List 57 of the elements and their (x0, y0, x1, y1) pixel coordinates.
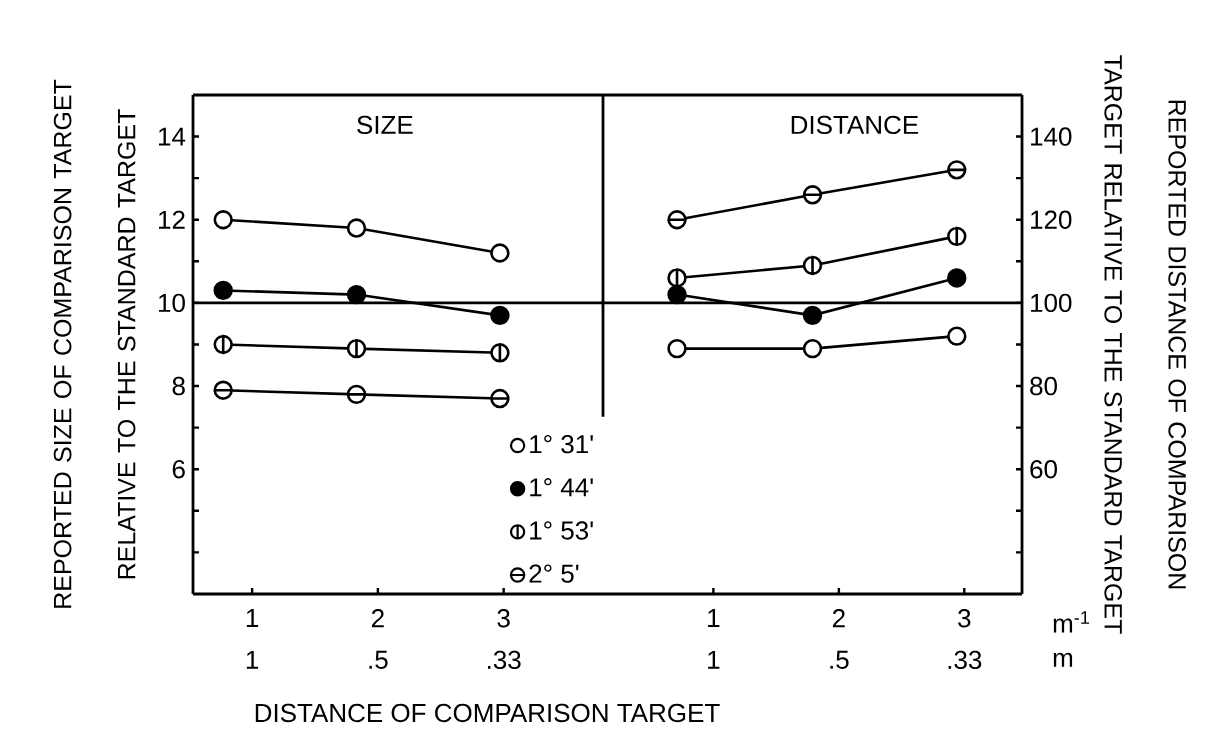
point (346, 384, 367, 405)
point (213, 380, 233, 400)
point (346, 284, 367, 305)
point (490, 343, 510, 363)
point (346, 218, 367, 238)
y-tick-label: 120 (1031, 210, 1072, 229)
y-tick-label: 80 (1030, 376, 1057, 396)
legend-label: 1° 53' (530, 521, 593, 540)
text: REPORTED SIZE OF COMPARISON TARGET RELATIVE TO THE STANDARD TARGET (53, 79, 136, 608)
text: .33 (487, 650, 521, 670)
point (947, 160, 967, 180)
y-tick-label: 10 (159, 293, 185, 313)
point (947, 326, 967, 346)
y-tick-label: 8 (172, 376, 185, 396)
x-tick-label: 2 (371, 609, 384, 628)
point (667, 268, 687, 288)
point (490, 243, 510, 263)
point (802, 338, 823, 359)
point (490, 305, 510, 326)
text: 1 (246, 650, 259, 669)
point (490, 388, 510, 409)
point (802, 255, 823, 276)
legend-label: 1° 44' (530, 478, 593, 497)
point (346, 338, 367, 359)
x-tick-label: 3 (958, 609, 971, 628)
text: DISTANCE (791, 115, 919, 135)
point (667, 210, 687, 230)
x-tick-label: 1 (708, 609, 720, 627)
x-tick-label: 2 (832, 609, 845, 628)
y-tick-label: 12 (159, 210, 185, 229)
y-tick-label: 140 (1031, 127, 1072, 146)
text: .5 (369, 650, 388, 669)
text: .5 (830, 650, 849, 669)
text: m (1053, 652, 1073, 667)
y-tick-label: 60 (1030, 460, 1057, 479)
point (667, 338, 687, 359)
point (213, 210, 233, 230)
text: REPORTED DISTANCE OF COMPARISON TARGET RELATIVE TO THE STANDARD TARGET (1104, 55, 1187, 634)
legend-label: 2° 5' (529, 564, 579, 583)
text: m$^{-1}$ (1053, 611, 1090, 633)
text: 1 (708, 650, 720, 669)
x-tick-label: 3 (497, 609, 510, 628)
y-tick-label: 100 (1031, 293, 1072, 313)
text: SIZE (357, 115, 413, 135)
point (213, 334, 233, 355)
legend-label: 1° 31' (530, 434, 593, 454)
point (667, 284, 687, 305)
point (802, 185, 823, 205)
x-tick-label: 1 (246, 609, 259, 627)
y-tick-label: 6 (172, 460, 185, 479)
point (213, 280, 233, 301)
point (947, 268, 967, 288)
text: .33 (948, 650, 982, 670)
x-axis-title: DISTANCE OF COMPARISON TARGET (255, 703, 720, 723)
y-tick-label: 14 (159, 127, 186, 146)
point (802, 305, 823, 326)
point (947, 226, 967, 247)
